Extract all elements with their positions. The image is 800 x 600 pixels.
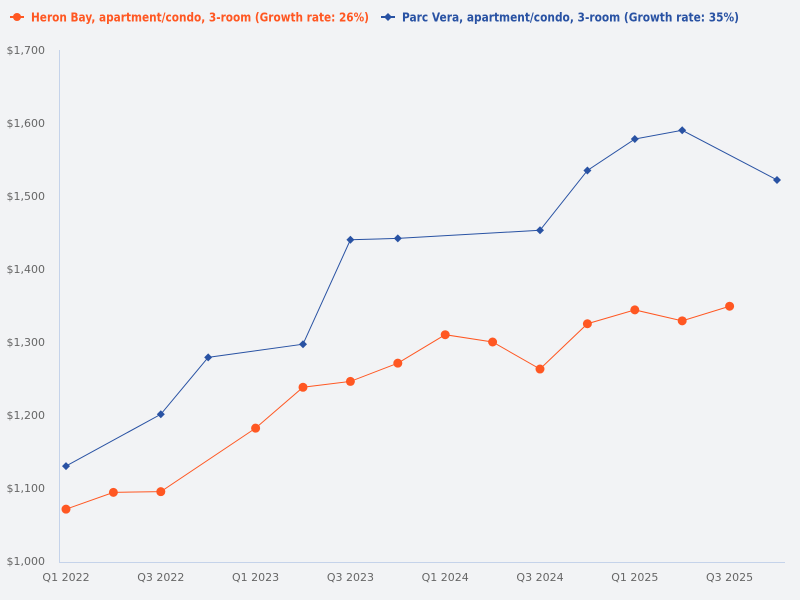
legend: Heron Bay, apartment/condo, 3-room (Grow… [10, 10, 739, 25]
y-tick-label: $1,500 [7, 190, 46, 203]
data-point[interactable] [535, 364, 545, 374]
series-line-0 [65, 305, 730, 510]
data-point[interactable] [108, 487, 118, 497]
y-tick-label: $1,100 [7, 482, 46, 495]
x-tick-label: Q3 2023 [327, 571, 374, 584]
legend-diamond-icon [384, 13, 392, 21]
data-point[interactable] [773, 175, 781, 184]
data-point[interactable] [299, 340, 307, 349]
data-point[interactable] [298, 382, 308, 392]
data-point[interactable] [630, 135, 639, 144]
data-point[interactable] [725, 301, 735, 311]
y-tick-label: $1,000 [7, 555, 46, 568]
data-point[interactable] [630, 305, 640, 315]
data-point[interactable] [582, 319, 592, 329]
data-point[interactable] [488, 337, 498, 347]
x-tick-label: Q1 2022 [42, 571, 89, 584]
x-tick-label: Q1 2024 [422, 571, 469, 584]
x-tick-label: Q1 2023 [232, 571, 279, 584]
y-tick-label: $1,600 [7, 117, 46, 130]
data-point[interactable] [393, 234, 402, 243]
y-tick-label: $1,400 [7, 263, 46, 276]
data-point[interactable] [345, 376, 355, 386]
legend-item-0[interactable]: Heron Bay, apartment/condo, 3-room (Grow… [10, 10, 369, 25]
y-tick-label: $1,700 [7, 44, 46, 57]
y-tick-label: $1,300 [7, 336, 46, 349]
y-tick-label: $1,200 [7, 409, 46, 422]
legend-item-1[interactable]: Parc Vera, apartment/condo, 3-room (Grow… [381, 10, 739, 25]
data-point[interactable] [62, 462, 70, 471]
data-point[interactable] [583, 166, 592, 175]
legend-label: Heron Bay, apartment/condo, 3-room (Grow… [31, 10, 369, 25]
x-tick-label: Q3 2022 [137, 571, 184, 584]
data-point[interactable] [61, 504, 71, 514]
legend-label: Parc Vera, apartment/condo, 3-room (Grow… [402, 10, 739, 25]
data-point[interactable] [536, 226, 544, 235]
data-point[interactable] [204, 353, 213, 362]
data-point[interactable] [156, 410, 165, 419]
data-point[interactable] [346, 235, 355, 244]
series-line-1 [65, 129, 778, 467]
data-point[interactable] [156, 487, 166, 497]
data-point[interactable] [440, 330, 450, 340]
x-tick-label: Q3 2024 [516, 571, 563, 584]
data-point[interactable] [251, 423, 261, 433]
data-point[interactable] [393, 358, 403, 368]
x-tick-label: Q3 2025 [706, 571, 753, 584]
legend-circle-icon [13, 13, 21, 21]
x-tick-label: Q1 2025 [611, 571, 658, 584]
data-point[interactable] [677, 316, 687, 326]
data-point[interactable] [678, 126, 687, 135]
